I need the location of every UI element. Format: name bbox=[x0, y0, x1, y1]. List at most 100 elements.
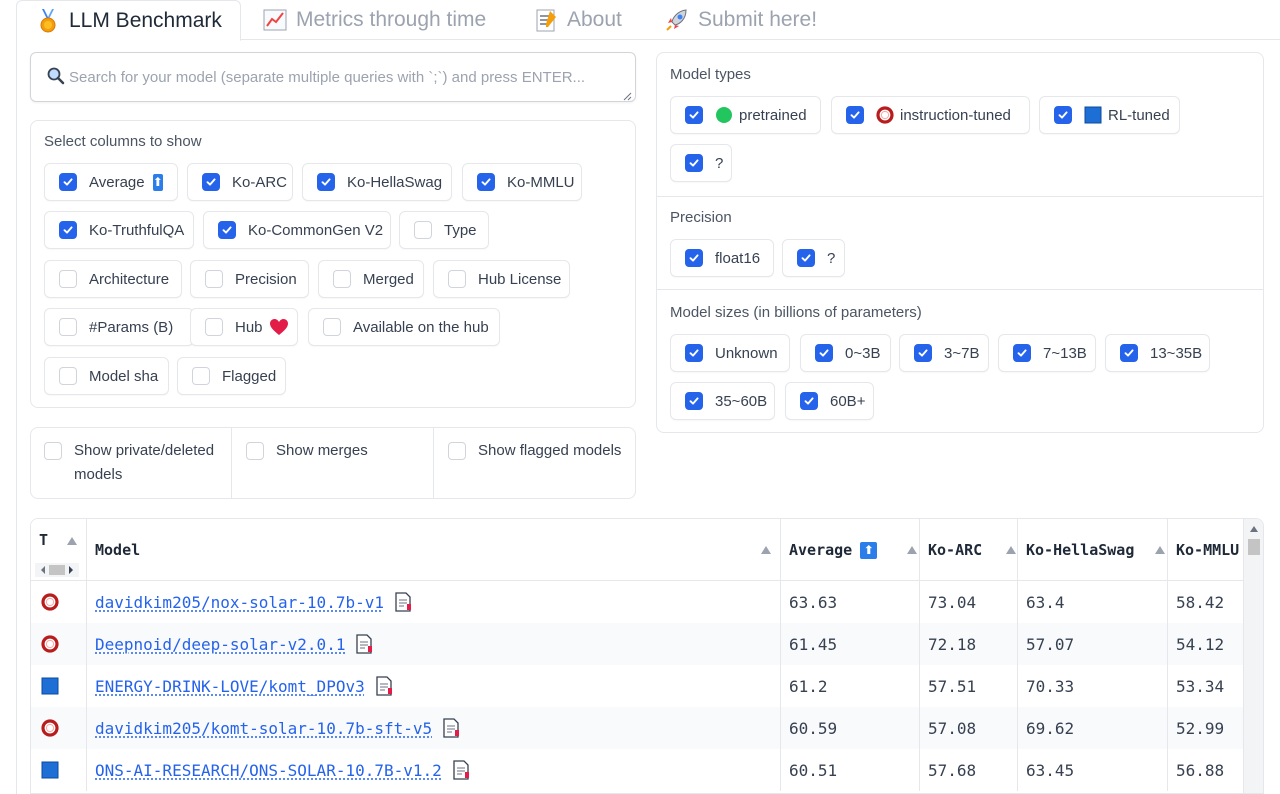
model-link[interactable]: davidkim205/nox-solar-10.7b-v1 bbox=[95, 592, 384, 612]
checkbox[interactable] bbox=[1013, 344, 1031, 362]
column-toggle-type[interactable]: Type bbox=[399, 211, 489, 249]
model-size-0-3b[interactable]: 0~3B bbox=[800, 334, 891, 372]
checkbox[interactable] bbox=[477, 173, 495, 191]
col-header-model[interactable]: Model bbox=[87, 519, 781, 581]
model-type-rl-tuned[interactable]: RL-tuned bbox=[1039, 96, 1180, 134]
tab-about[interactable]: About bbox=[533, 0, 622, 40]
column-toggle-architecture[interactable]: Architecture bbox=[44, 260, 182, 298]
checkbox[interactable] bbox=[192, 367, 210, 385]
sort-icon[interactable] bbox=[761, 546, 771, 554]
table-row[interactable]: ENERGY-DRINK-LOVE/komt_DPOv3 61.2 57.51 70.… bbox=[31, 665, 1245, 707]
checkbox[interactable] bbox=[815, 344, 833, 362]
column-toggle-flagged[interactable]: Flagged bbox=[177, 357, 286, 395]
checkbox[interactable] bbox=[797, 249, 815, 267]
checkbox[interactable] bbox=[448, 270, 466, 288]
column-toggle-available-on-the-hub[interactable]: Available on the hub bbox=[308, 308, 500, 346]
tab-llm-benchmark[interactable]: LLM Benchmark bbox=[16, 0, 241, 41]
model-size-3-7b[interactable]: 3~7B bbox=[899, 334, 989, 372]
checkbox[interactable] bbox=[1120, 344, 1138, 362]
col-header-type[interactable]: T bbox=[31, 519, 87, 581]
model-size-13-35b[interactable]: 13~35B bbox=[1105, 334, 1210, 372]
model-size-35-60b[interactable]: 35~60B bbox=[670, 382, 775, 420]
checkbox[interactable] bbox=[205, 270, 223, 288]
col-header-ko-mmlu[interactable]: Ko-MMLU bbox=[1168, 519, 1248, 581]
chart-icon bbox=[262, 7, 288, 33]
col-header-average[interactable]: Average ⬆ bbox=[781, 519, 920, 581]
checkbox[interactable] bbox=[685, 154, 703, 172]
table-row[interactable]: davidkim205/komt-solar-10.7b-sft-v5 60.59… bbox=[31, 707, 1245, 749]
column-toggle-ko-hellaswag[interactable]: Ko-HellaSwag bbox=[302, 163, 452, 201]
checkbox[interactable] bbox=[333, 270, 351, 288]
checkbox[interactable] bbox=[202, 173, 220, 191]
checkbox[interactable] bbox=[44, 442, 62, 460]
model-card-icon[interactable] bbox=[394, 592, 412, 612]
table-row[interactable]: davidkim205/nox-solar-10.7b-v1 63.63 73.04… bbox=[31, 581, 1245, 623]
model-card-icon[interactable] bbox=[375, 676, 393, 696]
column-toggle-ko-mmlu[interactable]: Ko-MMLU bbox=[462, 163, 582, 201]
checkbox[interactable] bbox=[59, 221, 77, 239]
column-toggle-params-b[interactable]: #Params (B) bbox=[44, 308, 194, 346]
checkbox[interactable] bbox=[317, 173, 335, 191]
checkbox[interactable] bbox=[246, 442, 264, 460]
model-link[interactable]: ONS-AI-RESEARCH/ONS-SOLAR-10.7B-v1.2 bbox=[95, 760, 442, 780]
sort-icon[interactable] bbox=[67, 537, 77, 545]
checkbox[interactable] bbox=[685, 344, 703, 362]
column-toggle-precision[interactable]: Precision bbox=[190, 260, 309, 298]
checkbox[interactable] bbox=[800, 392, 818, 410]
checkbox[interactable] bbox=[59, 270, 77, 288]
model-link[interactable]: davidkim205/komt-solar-10.7b-sft-v5 bbox=[95, 718, 433, 738]
checkbox[interactable] bbox=[685, 106, 703, 124]
checkbox[interactable] bbox=[846, 106, 864, 124]
checkbox[interactable] bbox=[323, 318, 341, 336]
checkbox[interactable] bbox=[59, 173, 77, 191]
model-size-unknown[interactable]: Unknown bbox=[670, 334, 790, 372]
table-row[interactable]: Deepnoid/deep-solar-v2.0.1 61.45 72.18 57.0… bbox=[31, 623, 1245, 665]
checkbox[interactable] bbox=[448, 442, 466, 460]
column-toggle-ko-truthfulqa[interactable]: Ko-TruthfulQA bbox=[44, 211, 194, 249]
model-size-7-13b[interactable]: 7~13B bbox=[998, 334, 1096, 372]
model-type-instruction-tuned[interactable]: instruction-tuned bbox=[831, 96, 1030, 134]
sort-icon[interactable] bbox=[1006, 546, 1016, 554]
column-toggle-hub-license[interactable]: Hub License bbox=[433, 260, 570, 298]
precision-unknown[interactable]: ? bbox=[782, 239, 845, 277]
checkbox[interactable] bbox=[685, 249, 703, 267]
model-link[interactable]: Deepnoid/deep-solar-v2.0.1 bbox=[95, 634, 346, 654]
column-toggle-average[interactable]: Average ⬆ bbox=[44, 163, 178, 201]
horizontal-scrollbar[interactable] bbox=[35, 563, 79, 577]
show-private-deleted-checkbox[interactable]: Show private/deleted models bbox=[44, 439, 224, 487]
checkbox[interactable] bbox=[1054, 106, 1072, 124]
table-row[interactable]: ONS-AI-RESEARCH/ONS-SOLAR-10.7B-v1.2 60.5… bbox=[31, 749, 1245, 791]
show-flagged-checkbox[interactable]: Show flagged models bbox=[448, 439, 621, 463]
column-toggle-hub[interactable]: Hub bbox=[190, 308, 298, 346]
checkbox[interactable] bbox=[205, 318, 223, 336]
checkbox[interactable] bbox=[914, 344, 932, 362]
resize-handle[interactable] bbox=[622, 88, 632, 101]
model-card-icon[interactable] bbox=[452, 760, 470, 780]
model-card-icon[interactable] bbox=[442, 718, 460, 738]
checkbox[interactable] bbox=[59, 318, 77, 336]
checkbox[interactable] bbox=[685, 392, 703, 410]
sort-icon[interactable] bbox=[907, 546, 917, 554]
model-size-60b[interactable]: 60B+ bbox=[785, 382, 874, 420]
model-card-icon[interactable] bbox=[355, 634, 373, 654]
column-toggle-ko-commongen-v2[interactable]: Ko-CommonGen V2 bbox=[203, 211, 391, 249]
checkbox[interactable] bbox=[59, 367, 77, 385]
vertical-scrollbar[interactable] bbox=[1243, 519, 1263, 793]
col-header-ko-hellaswag[interactable]: Ko-HellaSwag bbox=[1018, 519, 1168, 581]
checkbox[interactable] bbox=[218, 221, 236, 239]
col-header-ko-arc[interactable]: Ko-ARC bbox=[920, 519, 1018, 581]
column-toggle-model-sha[interactable]: Model sha bbox=[44, 357, 169, 395]
model-type-pretrained[interactable]: pretrained bbox=[670, 96, 821, 134]
scrollbar-thumb[interactable] bbox=[1248, 539, 1260, 555]
model-type-unknown[interactable]: ? bbox=[670, 144, 732, 182]
precision-float16[interactable]: float16 bbox=[670, 239, 774, 277]
checkbox[interactable] bbox=[414, 221, 432, 239]
show-merges-checkbox[interactable]: Show merges bbox=[246, 439, 368, 463]
column-toggle-ko-arc[interactable]: Ko-ARC bbox=[187, 163, 293, 201]
tab-submit-here[interactable]: Submit here! bbox=[664, 0, 817, 40]
tab-metrics-through-time[interactable]: Metrics through time bbox=[262, 0, 486, 40]
sort-icon[interactable] bbox=[1155, 546, 1165, 554]
model-link[interactable]: ENERGY-DRINK-LOVE/komt_DPOv3 bbox=[95, 676, 365, 696]
search-input[interactable] bbox=[69, 63, 625, 91]
column-toggle-merged[interactable]: Merged bbox=[318, 260, 424, 298]
